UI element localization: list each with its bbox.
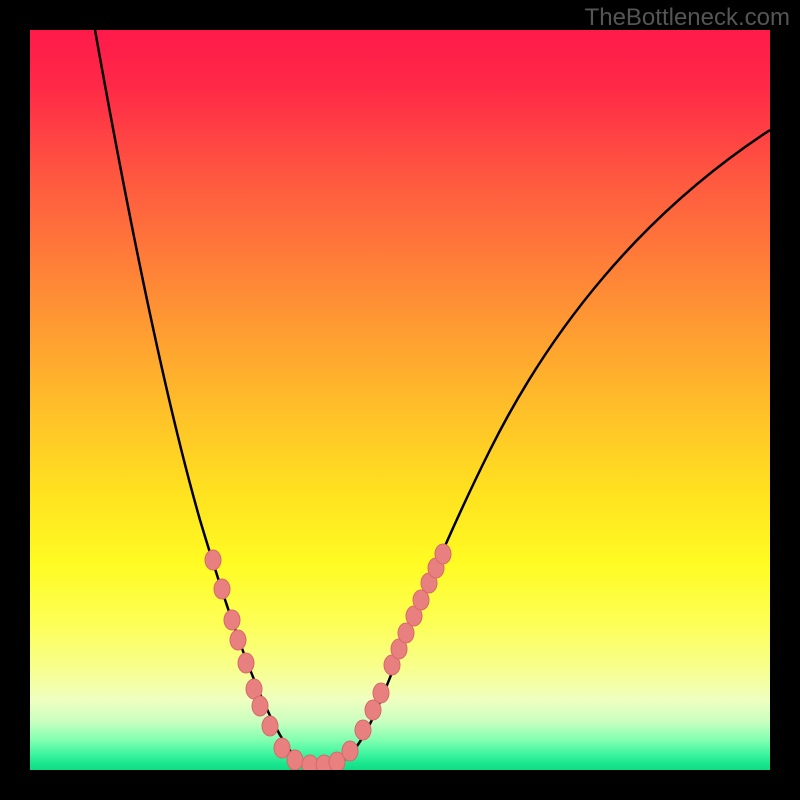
marker-point: [252, 696, 268, 716]
marker-point: [287, 750, 303, 770]
marker-point: [373, 683, 389, 703]
marker-point: [262, 716, 278, 736]
marker-point: [224, 610, 240, 630]
chart-root: TheBottleneck.com: [0, 0, 800, 800]
marker-point: [435, 544, 451, 564]
chart-svg: [0, 0, 800, 800]
marker-point: [214, 579, 230, 599]
watermark-text: TheBottleneck.com: [585, 4, 790, 32]
marker-point: [355, 720, 371, 740]
marker-point: [230, 630, 246, 650]
marker-point: [342, 741, 358, 761]
marker-point: [238, 653, 254, 673]
marker-point: [205, 550, 221, 570]
